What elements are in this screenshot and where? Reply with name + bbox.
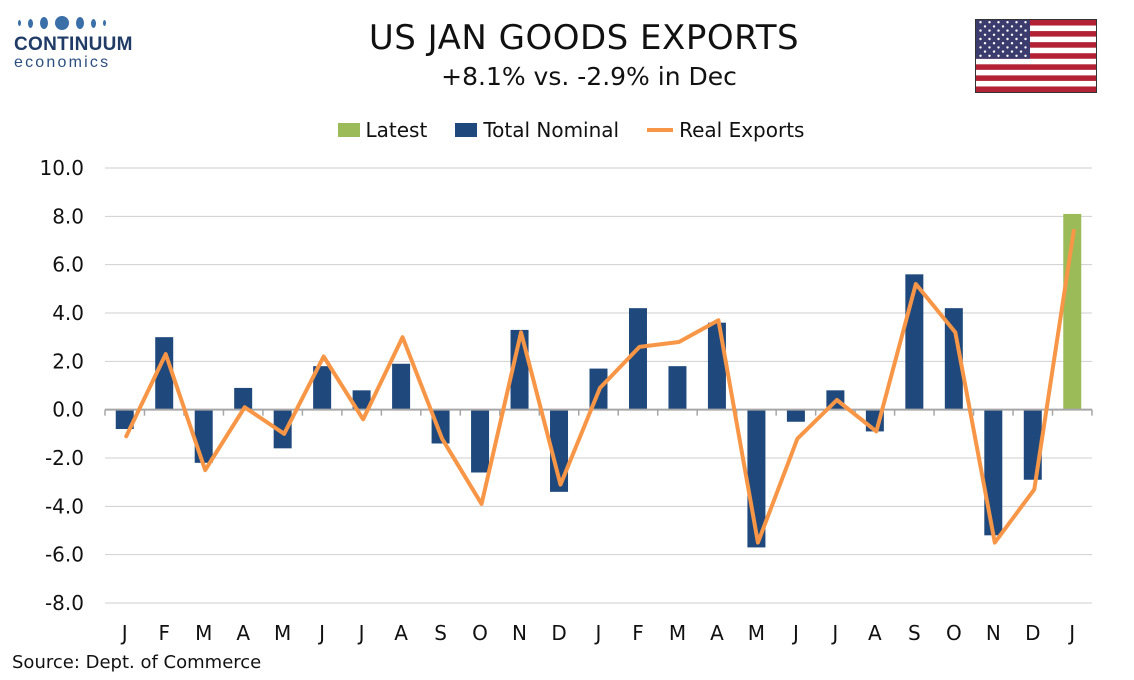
y-tick-label: -4.0 (45, 494, 84, 518)
bar-total-nominal (944, 308, 963, 410)
legend-swatch-real-exports (647, 128, 674, 132)
x-tick-label: M (195, 621, 212, 645)
x-tick-label: J (357, 621, 365, 645)
line-real-exports (124, 228, 1076, 545)
y-tick-label: 6.0 (52, 253, 84, 277)
bar-total-nominal (628, 308, 647, 410)
bar-total-nominal (194, 409, 213, 463)
y-tick-label: 4.0 (52, 301, 84, 325)
legend-swatch-total-nominal (455, 123, 478, 137)
x-tick-label: F (158, 621, 170, 645)
bar-total-nominal (115, 409, 134, 429)
bar-total-nominal (707, 322, 726, 410)
legend-swatch-latest (337, 123, 360, 137)
x-tick-label: J (830, 621, 838, 645)
bar-total-nominal (392, 363, 411, 410)
logo-name: CONTINUUM (14, 34, 133, 55)
chart-title: US JAN GOODS EXPORTS (368, 18, 800, 58)
x-tick-label: O (946, 621, 962, 645)
chart-subtitle: +8.1% vs. -2.9% in Dec (441, 62, 737, 91)
legend-label-total-nominal: Total Nominal (483, 118, 620, 142)
y-tick-label: 0.0 (52, 398, 84, 422)
x-tick-label: J (791, 621, 799, 645)
bar-total-nominal (313, 366, 332, 410)
us-flag-icon (975, 19, 1097, 93)
legend-label-latest: Latest (365, 118, 428, 142)
chart-legend: Latest Total Nominal Real Exports (0, 118, 1134, 142)
x-tick-label: S (908, 621, 921, 645)
x-tick-label: D (1025, 621, 1040, 645)
x-tick-label: J (317, 621, 325, 645)
legend-label-real-exports: Real Exports (679, 118, 805, 142)
x-tick-label: N (986, 621, 1001, 645)
source-note: Source: Dept. of Commerce (12, 652, 262, 673)
bar-total-nominal (984, 409, 1003, 536)
legend-item-real-exports: Real Exports (647, 118, 804, 142)
x-tick-label: A (868, 621, 882, 645)
continuum-logo: CONTINUUM economics (14, 14, 144, 72)
bar-total-nominal (471, 409, 490, 473)
x-tick-label: J (594, 621, 602, 645)
x-tick-label: J (120, 621, 128, 645)
bar-total-nominal (155, 337, 174, 410)
y-tick-label: -6.0 (45, 543, 84, 567)
y-tick-label: 10.0 (39, 156, 84, 180)
x-tick-label: M (669, 621, 686, 645)
bar-total-nominal (352, 390, 371, 410)
x-tick-label: A (710, 621, 724, 645)
bar-total-nominal (273, 409, 292, 449)
bar-total-nominal (786, 409, 805, 422)
x-tick-label: M (274, 621, 291, 645)
x-tick-label: M (748, 621, 765, 645)
x-tick-label: F (632, 621, 644, 645)
bar-total-nominal (668, 366, 687, 410)
logo-dots-icon (18, 14, 144, 32)
legend-item-latest: Latest (337, 118, 428, 142)
legend-item-total-nominal: Total Nominal (455, 118, 619, 142)
x-tick-label: N (512, 621, 527, 645)
x-tick-label: D (551, 621, 566, 645)
y-tick-label: -8.0 (45, 591, 84, 615)
bar-total-nominal (234, 387, 253, 410)
x-tick-label: J (1067, 621, 1075, 645)
logo-sub: economics (14, 54, 111, 71)
x-tick-label: A (394, 621, 408, 645)
y-tick-label: -2.0 (45, 446, 84, 470)
y-tick-label: 2.0 (52, 349, 84, 373)
y-tick-label: 8.0 (52, 204, 84, 228)
x-tick-label: O (472, 621, 488, 645)
x-tick-label: S (434, 621, 447, 645)
bar-total-nominal (550, 409, 569, 492)
x-tick-label: A (236, 621, 250, 645)
